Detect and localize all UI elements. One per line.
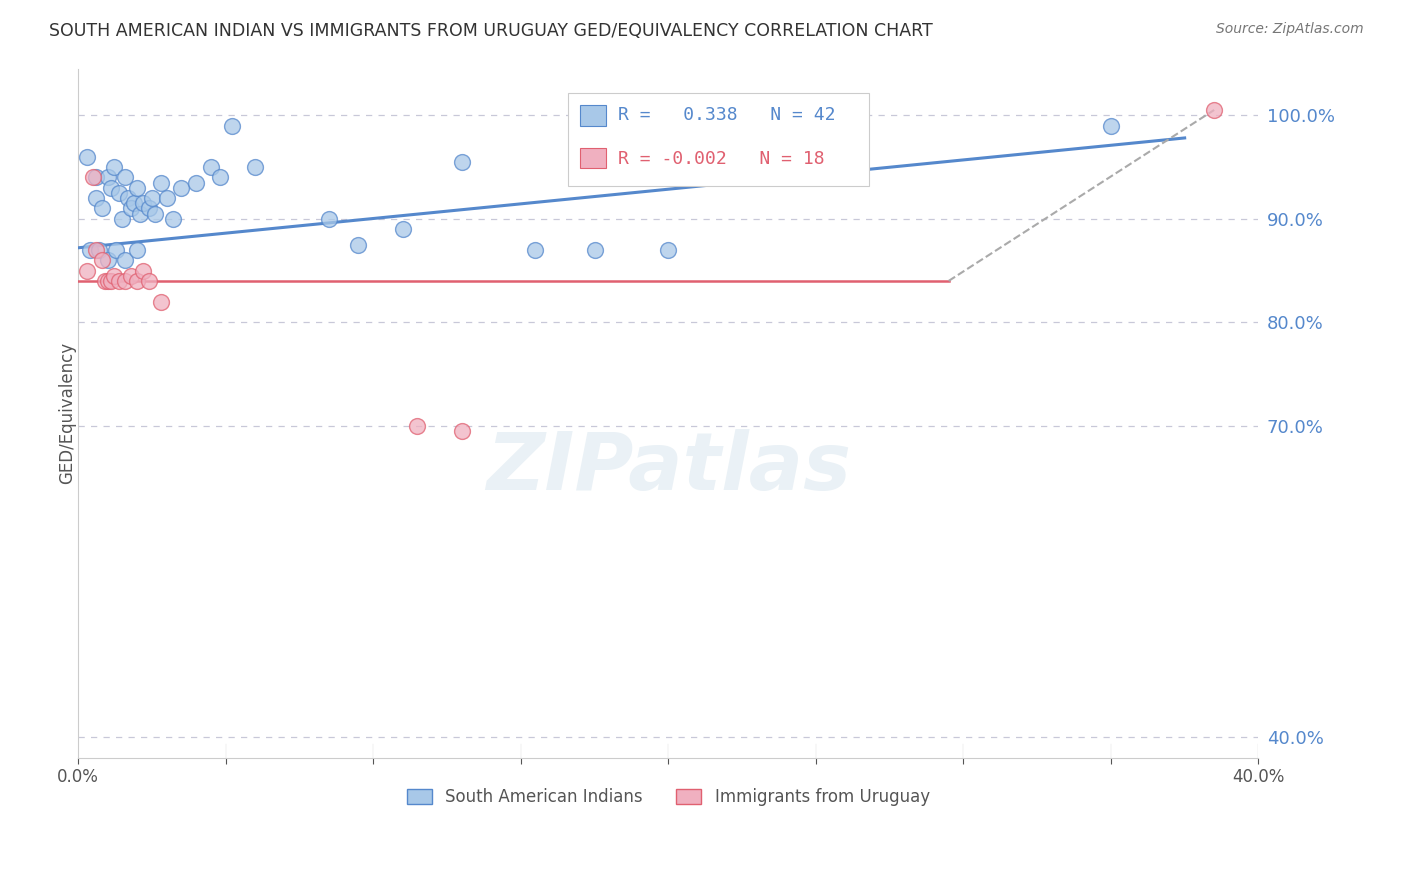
Bar xyxy=(579,105,606,126)
Point xyxy=(1204,103,1226,117)
Point xyxy=(122,196,145,211)
Point xyxy=(127,243,149,257)
Text: SOUTH AMERICAN INDIAN VS IMMIGRANTS FROM URUGUAY GED/EQUIVALENCY CORRELATION CHA: SOUTH AMERICAN INDIAN VS IMMIGRANTS FROM… xyxy=(49,22,934,40)
Text: ZIPatlas: ZIPatlas xyxy=(485,429,851,508)
Point xyxy=(114,253,136,268)
Point xyxy=(79,243,101,257)
Point xyxy=(149,176,172,190)
Y-axis label: GED/Equivalency: GED/Equivalency xyxy=(58,342,76,484)
Point xyxy=(132,263,155,277)
Point xyxy=(84,191,107,205)
Point xyxy=(127,180,149,194)
Point xyxy=(318,211,340,226)
Point xyxy=(1099,119,1122,133)
Point xyxy=(162,211,184,226)
Text: R = -0.002   N = 18: R = -0.002 N = 18 xyxy=(617,150,824,168)
Point xyxy=(105,243,128,257)
Point xyxy=(149,294,172,309)
Point xyxy=(76,150,98,164)
Point xyxy=(243,160,266,174)
Bar xyxy=(579,148,606,169)
Point xyxy=(97,274,120,288)
Point xyxy=(76,263,98,277)
Point xyxy=(103,268,125,283)
Point xyxy=(87,243,110,257)
Point xyxy=(84,170,107,185)
Point xyxy=(200,160,222,174)
Point xyxy=(97,170,120,185)
Point xyxy=(524,243,547,257)
Point xyxy=(90,202,112,216)
Point xyxy=(114,274,136,288)
FancyBboxPatch shape xyxy=(568,93,869,186)
Legend: South American Indians, Immigrants from Uruguay: South American Indians, Immigrants from … xyxy=(398,780,938,814)
Point xyxy=(141,191,163,205)
Point xyxy=(406,419,429,434)
Point xyxy=(120,268,142,283)
Point xyxy=(132,196,155,211)
Point xyxy=(97,253,120,268)
Point xyxy=(391,222,413,236)
Point xyxy=(127,274,149,288)
Point xyxy=(108,274,131,288)
Text: Source: ZipAtlas.com: Source: ZipAtlas.com xyxy=(1216,22,1364,37)
Point xyxy=(90,253,112,268)
Point xyxy=(103,160,125,174)
Point xyxy=(108,186,131,200)
Point xyxy=(583,243,606,257)
Point xyxy=(450,424,472,438)
Point xyxy=(138,202,160,216)
Point xyxy=(93,274,115,288)
Text: R =   0.338   N = 42: R = 0.338 N = 42 xyxy=(617,106,835,124)
Point xyxy=(120,202,142,216)
Point xyxy=(156,191,179,205)
Point xyxy=(143,206,166,220)
Point xyxy=(450,154,472,169)
Point xyxy=(100,274,122,288)
Point xyxy=(138,274,160,288)
Point xyxy=(208,170,231,185)
Point xyxy=(129,206,152,220)
Point xyxy=(117,191,139,205)
Point xyxy=(221,119,243,133)
Point xyxy=(170,180,193,194)
Point xyxy=(114,170,136,185)
Point xyxy=(84,243,107,257)
Point xyxy=(82,170,104,185)
Point xyxy=(100,180,122,194)
Point xyxy=(111,211,134,226)
Point xyxy=(347,237,370,252)
Point xyxy=(657,243,679,257)
Point xyxy=(186,176,208,190)
